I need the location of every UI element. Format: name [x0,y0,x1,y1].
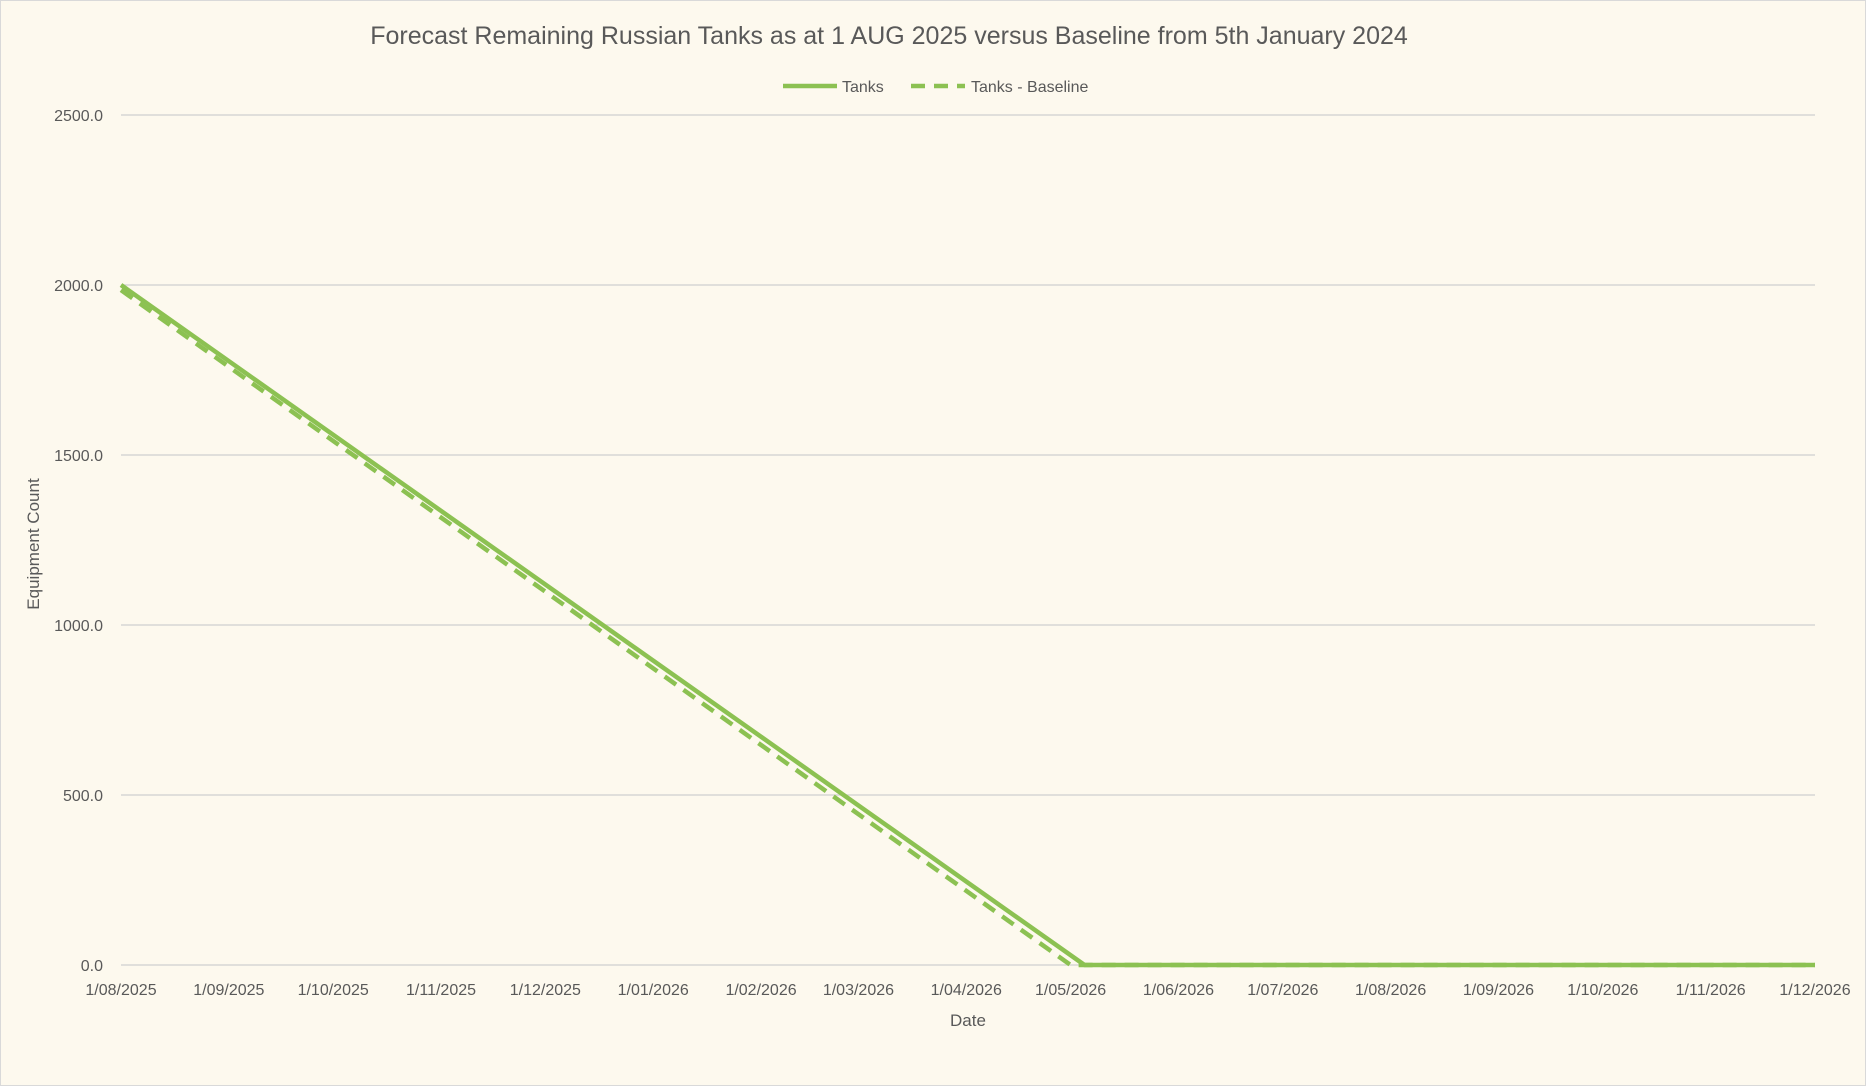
chart-title: Forecast Remaining Russian Tanks as at 1… [370,22,1408,50]
x-axis-label: Date [950,1011,986,1030]
x-tick-label: 1/12/2026 [1779,982,1850,999]
x-tick-label: 1/10/2025 [298,982,369,999]
gridlines [121,114,1815,966]
x-tick-label: 1/12/2025 [510,982,581,999]
series-lines [119,283,1815,968]
series-line-tanks [119,283,1815,968]
x-tick-label: 1/10/2026 [1567,982,1638,999]
x-tick-label: 1/02/2026 [725,982,796,999]
x-tick-label: 1/03/2026 [823,982,894,999]
y-tick-label: 2000.0 [54,278,103,295]
y-tick-label: 2500.0 [54,108,103,125]
x-tick-label: 1/08/2026 [1355,982,1426,999]
x-tick-label: 1/04/2026 [931,982,1002,999]
x-tick-label: 1/01/2026 [618,982,689,999]
x-tick-label: 1/11/2025 [406,982,476,999]
legend-label-tanks: Tanks [842,79,884,96]
y-tick-label: 0.0 [81,958,103,975]
x-tick-label: 1/05/2026 [1035,982,1106,999]
y-tick-label: 500.0 [63,788,103,805]
x-tick-label: 1/11/2026 [1676,982,1746,999]
x-tick-label: 1/09/2026 [1463,982,1534,999]
x-tick-label: 1/06/2026 [1143,982,1214,999]
x-axis-ticks: 1/08/2025 1/09/2025 1/10/2025 1/11/2025 1/12… [85,982,1850,999]
x-tick-label: 1/09/2025 [193,982,264,999]
y-axis-ticks: 0.0 500.0 1000.0 1500.0 2000.0 2500.0 [54,108,103,975]
y-tick-label: 1500.0 [54,448,103,465]
y-tick-label: 1000.0 [54,618,103,635]
series-line-tanks-baseline [119,288,1815,968]
y-axis-label: Equipment Count [24,478,43,610]
legend: Tanks Tanks - Baseline [783,79,1088,96]
x-tick-label: 1/08/2025 [85,982,156,999]
x-tick-label: 1/07/2026 [1247,982,1318,999]
legend-label-tanks-baseline: Tanks - Baseline [971,79,1088,96]
